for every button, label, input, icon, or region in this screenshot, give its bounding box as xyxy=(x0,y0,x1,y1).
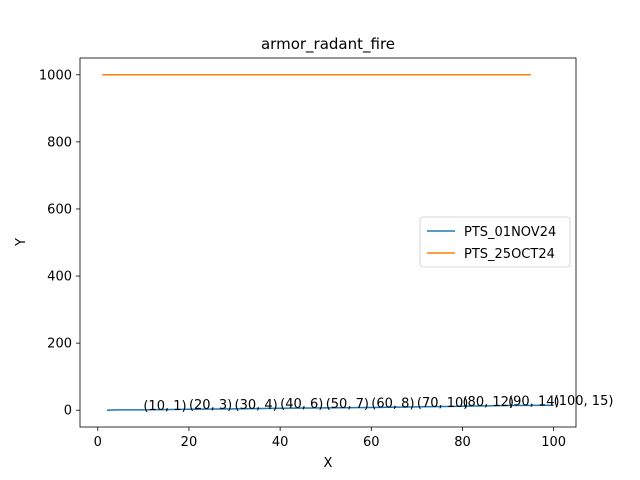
y-tick-label: 600 xyxy=(47,202,72,217)
data-point-label: (60, 8) xyxy=(371,397,414,412)
legend-label: PTS_01NOV24 xyxy=(464,225,556,240)
x-tick-label: 60 xyxy=(363,435,380,450)
y-tick-label: 800 xyxy=(47,135,72,150)
data-point-label: (90, 14) xyxy=(508,395,559,410)
x-tick-label: 40 xyxy=(272,435,289,450)
y-tick-label: 400 xyxy=(47,270,72,285)
data-point-label: (30, 4) xyxy=(235,398,278,413)
y-axis-label: Y xyxy=(14,238,29,247)
x-axis: 0 20 40 60 80 100 xyxy=(94,427,566,450)
x-tick-label: 20 xyxy=(181,435,198,450)
x-tick-label: 0 xyxy=(94,435,102,450)
legend-label: PTS_25OCT24 xyxy=(464,247,555,262)
legend: PTS_01NOV24 PTS_25OCT24 xyxy=(419,216,571,268)
data-point-label: (40, 6) xyxy=(280,397,323,412)
data-point-label: (100, 15) xyxy=(554,394,614,409)
data-annotations: (10, 1) (20, 3) (30, 4) (40, 6) (50, 7) (60, … xyxy=(143,394,613,414)
y-tick-label: 0 xyxy=(64,404,72,419)
plot-area xyxy=(79,57,577,428)
data-point-label: (50, 7) xyxy=(326,397,369,412)
y-axis: 0 200 400 600 800 1000 xyxy=(39,68,80,419)
x-tick-label: 100 xyxy=(541,435,566,450)
x-axis-label: X xyxy=(324,456,333,471)
legend-box xyxy=(419,216,571,268)
data-point-label: (10, 1) xyxy=(143,399,186,414)
data-point-label: (20, 3) xyxy=(189,398,232,413)
series-line-pts-01nov24 xyxy=(106,404,554,411)
data-point-label: (70, 10) xyxy=(417,396,469,411)
y-tick-label: 1000 xyxy=(39,68,72,83)
data-point-label: (80, 12) xyxy=(462,395,514,410)
y-tick-label: 200 xyxy=(47,337,72,352)
plot-frame xyxy=(79,57,577,428)
x-tick-label: 80 xyxy=(454,435,471,450)
chart-title: armor_radant_fire xyxy=(261,35,395,54)
